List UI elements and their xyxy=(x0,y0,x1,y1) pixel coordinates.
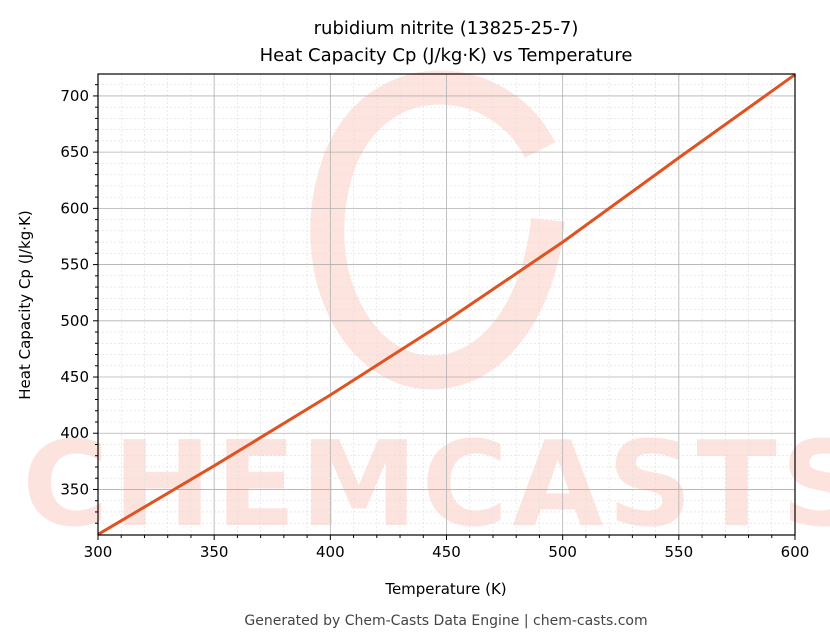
x-tick-label: 550 xyxy=(665,543,694,561)
y-tick-label: 700 xyxy=(60,87,89,105)
y-tick-label: 600 xyxy=(60,199,89,217)
x-tick-label: 400 xyxy=(316,543,345,561)
watermark-logo: CHEMCASTS xyxy=(22,70,830,553)
y-tick-label: 400 xyxy=(60,424,89,442)
chart-subtitle: Heat Capacity Cp (J/kg·K) vs Temperature xyxy=(260,45,633,66)
x-tick-label: 350 xyxy=(200,543,229,561)
y-tick-label: 500 xyxy=(60,312,89,330)
y-tick-label: 450 xyxy=(60,368,89,386)
y-tick-label: 350 xyxy=(60,480,89,498)
footer-credit: Generated by Chem-Casts Data Engine | ch… xyxy=(244,613,647,629)
cp-series-line xyxy=(97,73,796,536)
x-tick-label: 500 xyxy=(548,543,577,561)
x-tick-label: 450 xyxy=(432,543,461,561)
y-tick-label: 550 xyxy=(60,256,89,274)
x-tick-label: 600 xyxy=(781,543,810,561)
y-tick-label: 650 xyxy=(60,143,89,161)
x-axis-label: Temperature (K) xyxy=(384,580,506,598)
y-axis-label: Heat Capacity Cp (J/kg·K) xyxy=(16,210,34,399)
x-tick-label: 300 xyxy=(84,543,113,561)
svg-text:CHEMCASTS: CHEMCASTS xyxy=(22,415,830,553)
chart-title: rubidium nitrite (13825-25-7) xyxy=(314,18,579,39)
